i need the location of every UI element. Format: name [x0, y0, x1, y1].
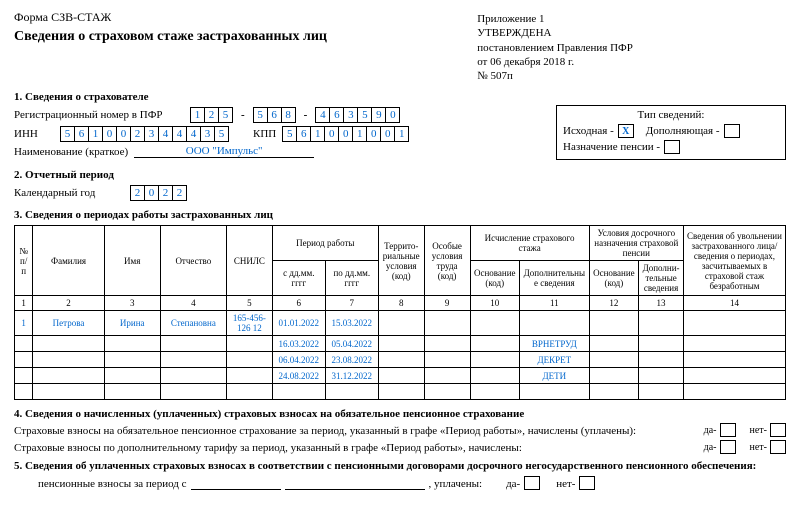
section-4-heading: 4. Сведения о начисленных (уплаченных) с… [14, 408, 786, 420]
s5-period-from[interactable] [191, 478, 281, 490]
form-name: Форма СЗВ-СТАЖ [14, 10, 400, 25]
s5-text: пенсионные взносы за период с [38, 478, 187, 490]
suppl-checkbox[interactable] [724, 124, 740, 138]
s4-l1-no[interactable] [770, 423, 786, 437]
inn-label: ИНН [14, 128, 54, 140]
s4-l2-yes[interactable] [720, 440, 736, 454]
inn-boxes: 561002344435 [60, 126, 229, 142]
type-box: Тип сведений: Исходная - Х Дополняющая -… [556, 105, 786, 160]
s4-line1: Страховые взносы на обязательное пенсион… [14, 425, 690, 437]
org-name-label: Наименование (краткое) [14, 146, 128, 158]
s5-period-to[interactable] [285, 478, 425, 490]
section-3-heading: 3. Сведения о периодах работы застрахова… [14, 209, 786, 221]
kpp-label: КПП [253, 128, 276, 140]
periods-table: № п/п Фамилия Имя Отчество СНИЛС Период … [14, 225, 786, 400]
initial-checkbox[interactable]: Х [618, 124, 634, 138]
approval-block: Приложение 1 УТВЕРЖДЕНА постановлением П… [477, 10, 786, 83]
s4-line2: Страховые взносы по дополнительному тари… [14, 442, 690, 454]
section-1-heading: 1. Сведения о страхователе [14, 91, 544, 103]
year-boxes: 2022 [130, 185, 187, 201]
s5-yes[interactable] [524, 476, 540, 490]
s4-l1-yes[interactable] [720, 423, 736, 437]
section-2-heading: 2. Отчетный период [14, 169, 786, 181]
reg-group-2: 568 [253, 107, 296, 123]
page-title: Сведения о страховом стаже застрахованны… [14, 29, 400, 45]
year-label: Календарный год [14, 187, 124, 199]
s4-l2-no[interactable] [770, 440, 786, 454]
reg-label: Регистрационный номер в ПФР [14, 109, 184, 121]
reg-group-3: 463590 [315, 107, 400, 123]
pension-checkbox[interactable] [664, 140, 680, 154]
reg-group-1: 125 [190, 107, 233, 123]
kpp-boxes: 561001001 [282, 126, 409, 142]
org-name-value: ООО "Импульс" [134, 145, 314, 158]
section-5-heading: 5. Сведения об уплаченных страховых взно… [14, 460, 786, 472]
s5-no[interactable] [579, 476, 595, 490]
